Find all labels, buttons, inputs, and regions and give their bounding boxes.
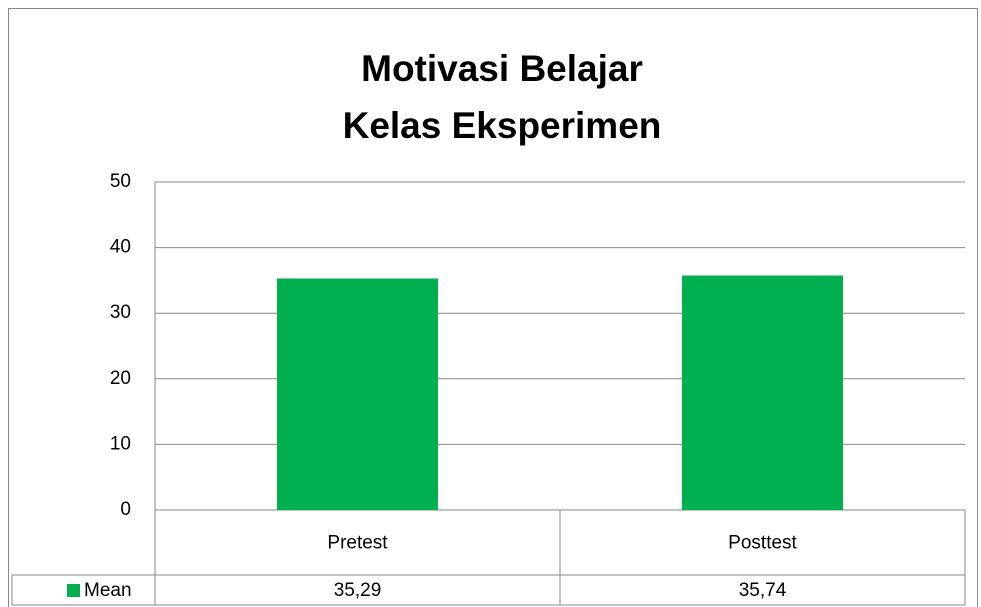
legend-label: Mean [84,580,132,601]
x-tick-label: Pretest [327,533,388,554]
legend-key [67,584,80,597]
data-label: 35,29 [334,580,382,601]
bar [682,275,843,510]
y-tick-label: 0 [120,499,131,520]
y-tick-label: 50 [110,171,131,192]
data-label: 35,74 [739,580,787,601]
y-tick-label: 10 [110,433,131,454]
y-tick-label: 30 [110,302,131,323]
y-tick-label: 40 [110,237,131,258]
bar [277,278,438,510]
x-tick-label: Posttest [728,533,797,554]
chart-title: Kelas Eksperimen [343,105,662,146]
y-tick-label: 20 [110,368,131,389]
chart-title: Motivasi Belajar [361,48,643,89]
